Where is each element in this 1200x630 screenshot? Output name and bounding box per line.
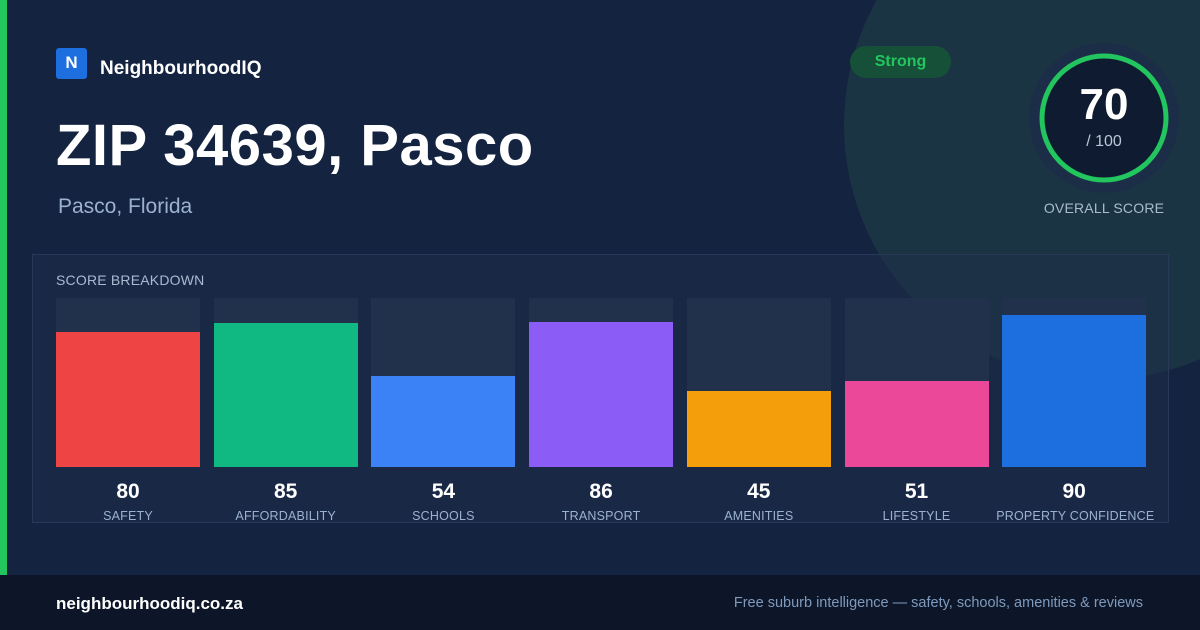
score-bars: 80 SAFETY 85 AFFORDABILITY 54 SCHOOLS 86 TRANSP…	[56, 298, 1154, 523]
score-bar-amenities: 45 AMENITIES	[686, 298, 831, 523]
overall-score-max: / 100	[1086, 133, 1122, 150]
bar-value: 86	[589, 480, 613, 503]
bar-label: SAFETY	[103, 509, 153, 523]
footer-tagline: Free suburb intelligence — safety, schoo…	[733, 595, 1143, 611]
brand-logo-icon: N	[56, 47, 87, 79]
page-subtitle: Pasco, Florida	[58, 195, 193, 218]
score-bar-schools: 54 SCHOOLS	[371, 298, 516, 523]
bar-label: TRANSPORT	[561, 509, 641, 523]
bar-value: 90	[1062, 480, 1086, 503]
score-breakdown-title: SCORE BREAKDOWN	[56, 272, 205, 288]
score-breakdown-panel: SCORE BREAKDOWN 80 SAFETY 85 AFFORDABILITY 5…	[32, 254, 1169, 523]
score-bar-transport: 86 TRANSPORT	[529, 298, 674, 523]
score-bar-safety: 80 SAFETY	[56, 298, 200, 523]
bar-value: 45	[747, 480, 771, 503]
bar-fill	[371, 375, 516, 467]
brand: N NeighbourhoodIQ	[56, 46, 261, 80]
bar-track	[56, 298, 200, 467]
bar-track	[213, 298, 358, 467]
overall-score-label: OVERALL SCORE	[1043, 200, 1165, 216]
bar-track	[686, 298, 831, 467]
accent-bar	[0, 0, 7, 575]
bar-label: AMENITIES	[724, 509, 794, 523]
bar-label: LIFESTYLE	[882, 509, 951, 523]
bar-fill	[56, 331, 200, 467]
status-badge: Strong	[850, 46, 951, 78]
footer-domain: neighbourhoodiq.co.za	[56, 594, 243, 613]
bar-value: 54	[431, 480, 456, 503]
bar-value: 85	[274, 480, 298, 503]
score-bar-lifestyle: 51 LIFESTYLE	[844, 298, 989, 523]
bar-track	[529, 298, 674, 467]
bar-fill	[844, 380, 989, 467]
score-bar-affordability: 85 AFFORDABILITY	[213, 298, 358, 523]
bar-label: SCHOOLS	[412, 509, 475, 523]
page-title: ZIP 34639, Pasco	[56, 113, 534, 178]
footer: neighbourhoodiq.co.za Free suburb intell…	[0, 575, 1200, 630]
bar-fill	[686, 390, 831, 467]
bar-track	[1002, 298, 1147, 467]
overall-score-ring: 70 / 100	[1029, 43, 1179, 193]
bar-value: 80	[116, 480, 140, 503]
overall-score-value: 70	[1079, 80, 1129, 129]
bar-label: PROPERTY CONFIDENCE	[996, 509, 1155, 523]
bar-track	[371, 298, 516, 467]
bar-label: AFFORDABILITY	[235, 509, 336, 523]
score-ring-graphic	[1029, 43, 1179, 193]
brand-name: NeighbourhoodIQ	[100, 58, 262, 79]
score-bar-property-confidence: 90 PROPERTY CONFIDENCE	[996, 298, 1154, 523]
bar-fill	[529, 321, 674, 467]
bar-fill	[213, 323, 358, 467]
bar-track	[844, 298, 989, 467]
share-card: N NeighbourhoodIQ ZIP 34639, Pasco Pasco…	[0, 0, 1200, 575]
bar-fill	[1002, 314, 1147, 467]
bar-value: 51	[904, 480, 929, 503]
